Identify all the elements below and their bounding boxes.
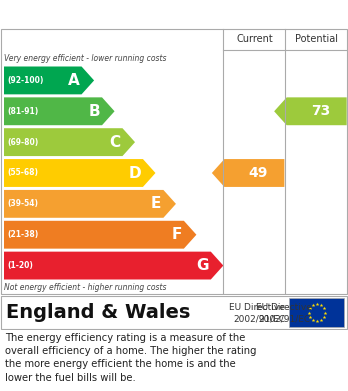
Text: 73: 73 <box>311 104 330 118</box>
Text: EU Directive: EU Directive <box>229 303 285 312</box>
Text: Energy Efficiency Rating: Energy Efficiency Rating <box>10 7 232 22</box>
Text: (92-100): (92-100) <box>7 76 44 85</box>
Polygon shape <box>4 252 223 280</box>
Text: (69-80): (69-80) <box>7 138 38 147</box>
Text: The energy efficiency rating is a measure of the
overall efficiency of a home. T: The energy efficiency rating is a measur… <box>5 333 256 383</box>
Text: F: F <box>172 227 182 242</box>
Polygon shape <box>212 159 284 187</box>
Polygon shape <box>4 221 196 249</box>
Text: Potential: Potential <box>295 34 338 44</box>
Text: A: A <box>68 73 80 88</box>
Text: D: D <box>128 165 141 181</box>
Text: 2002/91/EC: 2002/91/EC <box>258 315 310 324</box>
Polygon shape <box>4 66 94 94</box>
Text: Current: Current <box>236 34 273 44</box>
Polygon shape <box>4 128 135 156</box>
Text: E: E <box>151 196 161 212</box>
Text: G: G <box>196 258 209 273</box>
Text: Not energy efficient - higher running costs: Not energy efficient - higher running co… <box>4 283 166 292</box>
Text: (55-68): (55-68) <box>7 169 38 178</box>
Text: England & Wales: England & Wales <box>6 303 190 322</box>
Text: (81-91): (81-91) <box>7 107 38 116</box>
Polygon shape <box>4 159 156 187</box>
Text: Very energy efficient - lower running costs: Very energy efficient - lower running co… <box>4 54 166 63</box>
Text: (1-20): (1-20) <box>7 261 33 270</box>
Text: (39-54): (39-54) <box>7 199 38 208</box>
Text: (21-38): (21-38) <box>7 230 38 239</box>
Polygon shape <box>4 190 176 218</box>
Polygon shape <box>4 97 114 125</box>
Text: EU Directive: EU Directive <box>256 303 312 312</box>
Text: C: C <box>109 135 120 150</box>
Text: 49: 49 <box>249 166 268 180</box>
Text: B: B <box>88 104 100 119</box>
Polygon shape <box>274 97 347 125</box>
Bar <box>289 298 344 327</box>
Text: 2002/91/EC: 2002/91/EC <box>233 314 285 323</box>
